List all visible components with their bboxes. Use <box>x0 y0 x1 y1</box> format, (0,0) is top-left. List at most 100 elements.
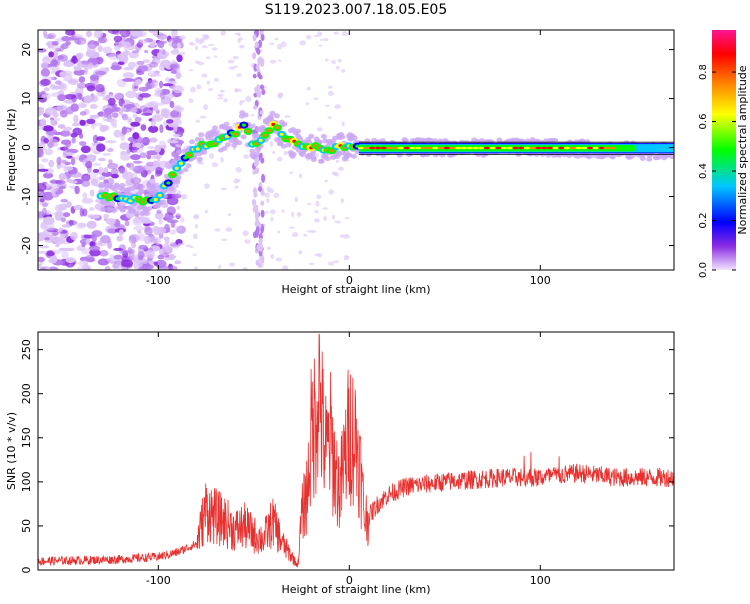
x-tick-label: -100 <box>146 574 171 587</box>
noise-blob <box>306 86 311 91</box>
noise-blob <box>92 163 102 166</box>
noise-blob <box>89 176 101 184</box>
noise-blob <box>198 161 204 165</box>
ridge-core <box>166 181 171 185</box>
noise-blob <box>63 61 75 68</box>
noise-blob <box>225 227 233 232</box>
noise-blob <box>283 150 288 156</box>
noise-blob <box>196 84 202 90</box>
noise-blob <box>242 230 249 237</box>
noise-blob <box>124 220 130 227</box>
noise-blob <box>211 162 218 168</box>
noise-blob <box>145 102 154 107</box>
band-peak <box>357 146 364 150</box>
band-peak <box>415 146 422 150</box>
noise-blob <box>214 228 221 232</box>
noise-blob <box>234 185 239 189</box>
noise-blob <box>137 251 145 259</box>
noise-blob <box>146 153 152 160</box>
noise-blob <box>289 171 293 175</box>
noise-blob <box>270 216 274 222</box>
noise-blob <box>139 152 147 159</box>
noise-blob <box>315 200 320 207</box>
noise-blob <box>324 179 329 183</box>
noise-blob <box>325 104 330 107</box>
noise-blob <box>109 254 115 262</box>
noise-blob <box>190 86 197 93</box>
streak-blob <box>257 263 262 268</box>
noise-blob <box>40 266 46 270</box>
noise-blob <box>42 30 48 36</box>
noise-blob <box>323 37 329 42</box>
noise-blob <box>317 253 322 258</box>
noise-blob <box>277 156 283 162</box>
noise-blob <box>316 31 323 37</box>
colorbar-gradient <box>712 30 736 270</box>
noise-blob <box>208 43 215 47</box>
noise-blob <box>234 88 239 93</box>
noise-blob <box>322 207 329 210</box>
ridge-core <box>330 149 335 153</box>
noise-blob <box>65 152 74 156</box>
noise-blob <box>89 207 95 211</box>
noise-blob <box>49 58 61 68</box>
band-peak <box>518 146 525 150</box>
noise-blob <box>132 165 144 174</box>
ridge-halo <box>586 154 593 160</box>
noise-blob <box>42 216 55 225</box>
noise-blob <box>113 247 124 252</box>
noise-blob <box>72 122 80 127</box>
noise-blob <box>122 72 135 79</box>
noise-blob <box>52 111 59 118</box>
noise-blob <box>76 222 87 229</box>
noise-blob <box>63 126 73 132</box>
noise-blob <box>220 30 226 36</box>
noise-blob <box>130 177 142 185</box>
streak-blob <box>252 34 257 42</box>
y-tick-label: 10 <box>20 92 33 106</box>
noise-blob <box>89 189 95 197</box>
noise-blob <box>175 213 181 216</box>
noise-blob <box>51 188 56 197</box>
ridge-halo <box>133 210 139 216</box>
noise-blob <box>113 254 124 260</box>
noise-blob <box>89 114 100 119</box>
noise-blob <box>74 34 83 39</box>
noise-blob <box>64 247 75 252</box>
band-peak <box>432 146 439 150</box>
noise-blob <box>109 118 117 126</box>
ridge-halo <box>584 139 591 145</box>
band-peak <box>604 146 611 150</box>
streak-blob <box>258 237 263 245</box>
noise-blob <box>61 35 71 42</box>
noise-blob <box>91 122 104 127</box>
noise-blob <box>144 226 153 236</box>
noise-blob <box>86 118 96 125</box>
noise-blob <box>122 50 129 58</box>
noise-blob <box>102 152 111 156</box>
noise-blob <box>74 185 80 195</box>
noise-blob <box>110 65 122 71</box>
noise-blob <box>174 226 183 231</box>
noise-blob <box>49 117 55 121</box>
noise-blob <box>42 172 54 179</box>
noise-blob <box>88 245 101 251</box>
streak-blob <box>256 91 261 97</box>
streak-blob <box>253 105 258 110</box>
noise-blob <box>269 209 276 215</box>
noise-blob <box>144 235 151 245</box>
y-tick-label: 100 <box>20 471 33 492</box>
noise-blob <box>154 87 163 94</box>
noise-blob <box>195 119 200 123</box>
noise-blob <box>318 44 323 47</box>
noise-blob <box>313 218 320 223</box>
noise-blob <box>206 56 211 60</box>
noise-blob <box>218 264 222 269</box>
streak-blob <box>255 226 260 236</box>
noise-blob <box>66 166 74 171</box>
ridge-core <box>241 123 246 127</box>
noise-blob <box>46 250 55 257</box>
noise-blob <box>308 262 316 265</box>
ridge-halo <box>608 153 615 159</box>
noise-blob <box>118 165 126 174</box>
